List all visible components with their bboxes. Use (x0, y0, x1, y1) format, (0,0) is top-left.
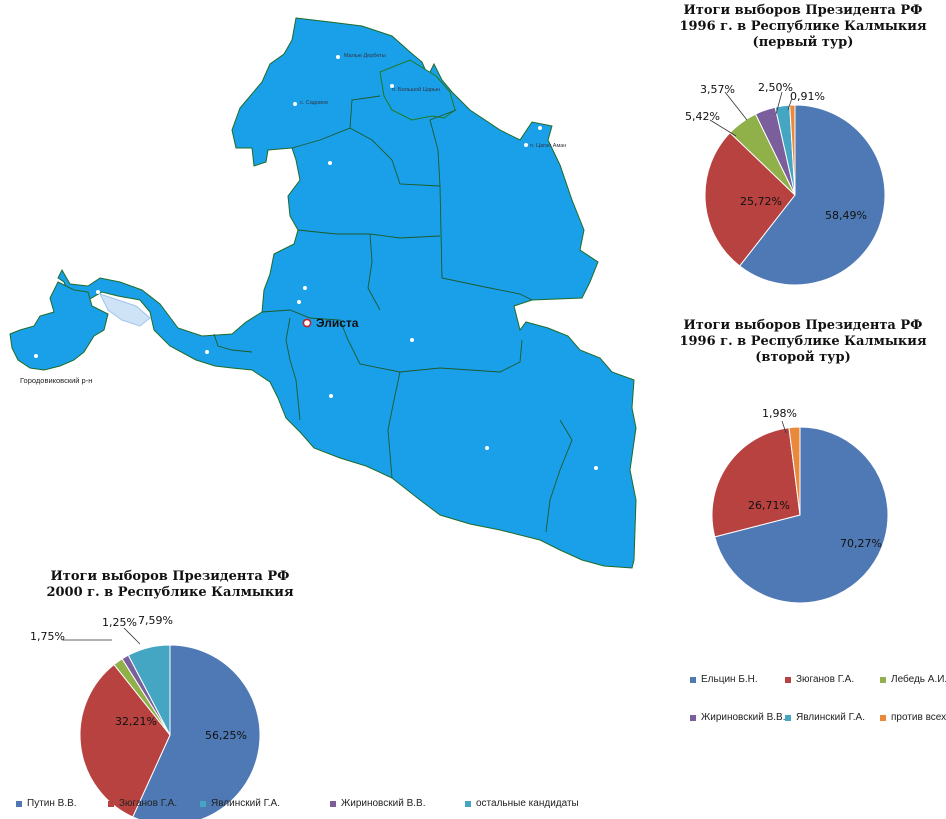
data-label-yavlinsky: 2,50% (758, 81, 793, 94)
legend-item-zyuganov: Зюганов Г.А. (785, 674, 854, 685)
city-marker-elista (302, 318, 312, 328)
pie-slice-zyuganov (711, 427, 801, 538)
map-west-territory (9, 281, 109, 371)
legend-item-zhirinovsky: Жириновский В.В. (690, 712, 785, 723)
legend-item-against-all: против всех (880, 712, 946, 723)
legend-swatch (200, 800, 206, 807)
data-label-zyuganov: 25,72% (740, 195, 782, 208)
legend-label: Лебедь А.И. (891, 674, 946, 685)
district-borders (213, 95, 573, 533)
legend-swatch (880, 714, 886, 721)
pie-slice-zyuganov (704, 132, 796, 267)
data-label-putin: 56,25% (205, 729, 247, 742)
leader-line-against-all (781, 420, 787, 434)
legend-item-other-candidates: остальные кандидаты (465, 798, 579, 809)
pie-slice-other-candidates (127, 644, 171, 736)
map-october-district (379, 59, 456, 121)
legend-item-putin: Путин В.В. (16, 798, 77, 809)
data-label-against-all: 1,98% (762, 407, 797, 420)
legend-2000: Путин В.В. Зюганов Г.А. Явлинский Г.А. Жири… (10, 796, 630, 816)
district-label-gorodovikovsky: Городовиковский р-н (20, 376, 92, 385)
data-label-yavlinsky: 1,75% (30, 630, 65, 643)
pie-slice-yeltsin (738, 104, 886, 286)
legend-item-lebed: Лебедь А.И. (880, 674, 946, 685)
district-label-malye-derbety: Малые Дербеты (344, 53, 386, 59)
chart-title-2000: Итоги выборов Президента РФ 2000 г. в Ре… (46, 569, 294, 600)
legend-label: Явлинский Г.А. (796, 712, 865, 723)
legend-item-yavlinsky: Явлинский Г.А. (200, 798, 280, 809)
pie-slices (711, 426, 889, 604)
pie-chart-1996-first: 58,49% 25,72% 5,42% 3,57% 2,50%0,91% (685, 81, 886, 286)
pie-chart-2000: 56,25% 32,21% 1,75% 1,25% 7,59% (30, 614, 261, 819)
legend-label: Путин В.В. (27, 798, 77, 809)
legend-label: Жириновский В.В. (701, 712, 786, 723)
legend-swatch (465, 800, 471, 807)
pie-slices (704, 104, 886, 286)
map-settlement-dots (34, 55, 598, 470)
pie-slices (79, 644, 261, 819)
legend-item-yavlinsky: Явлинский Г.А. (785, 712, 865, 723)
chart-title-1996-second: Итоги выборов Президента РФ 1996 г. в Ре… (679, 318, 927, 365)
legend-swatch (16, 800, 22, 807)
data-label-zyuganov: 26,71% (748, 499, 790, 512)
legend-1996: Ельцин Б.Н. Зюганов Г.А. Лебедь А.И. Жирино… (690, 664, 946, 754)
legend-label: Зюганов Г.А. (119, 798, 178, 809)
data-label-zyuganov: 32,21% (115, 715, 157, 728)
data-label-yeltsin: 70,27% (840, 537, 882, 550)
leader-line-yavlinsky (775, 91, 783, 115)
legend-swatch (690, 676, 696, 683)
legend-swatch (880, 676, 886, 683)
data-label-lebed: 5,42% (685, 110, 720, 123)
map-main-territory (57, 17, 637, 569)
pie-slice-yeltsin (714, 426, 889, 604)
legend-label: Явлинский Г.А. (211, 798, 280, 809)
legend-swatch (785, 676, 791, 683)
legend-label: Ельцин Б.Н. (701, 674, 758, 685)
pie-slice-putin (132, 644, 261, 819)
legend-item-yeltsin: Ельцин Б.Н. (690, 674, 758, 685)
legend-swatch (690, 714, 696, 721)
pie-slice-against-all (788, 426, 801, 516)
leader-line-lebed (709, 119, 737, 137)
map-labels: Элиста Городовиковский р-н Малые Дербеты… (20, 53, 566, 385)
data-label-against-all: 0,91% (790, 90, 825, 103)
legend-swatch (785, 714, 791, 721)
legend-item-zhirinovsky: Жириновский В.В. (330, 798, 425, 809)
legend-label: против всех (891, 712, 946, 723)
chart-title-1996-first: Итоги выборов Президента РФ 1996 г. в Ре… (679, 3, 927, 50)
data-label-other-candidates: 7,59% (138, 614, 173, 627)
leader-line-zhirinovsky (123, 627, 141, 645)
leader-line-zhirinovsky (724, 91, 748, 121)
legend-label: остальные кандидаты (476, 798, 579, 809)
map-regions (9, 17, 637, 569)
legend-item-zyuganov: Зюганов Г.А. (108, 798, 177, 809)
data-label-zhirinovsky: 1,25% (102, 616, 137, 629)
district-label-sadovoe: с. Садовое (300, 100, 328, 106)
pie-slice-zyuganov (79, 663, 171, 818)
city-label-elista: Элиста (316, 316, 359, 330)
legend-swatch (330, 800, 336, 807)
legend-label: Зюганов Г.А. (796, 674, 855, 685)
pie-chart-1996-second: 70,27% 26,71% 1,98% (711, 407, 889, 604)
data-label-zhirinovsky: 3,57% (700, 83, 735, 96)
district-label-bolshoy-tsaryn: п. Большой Царын (392, 86, 440, 93)
data-label-yeltsin: 58,49% (825, 209, 867, 222)
legend-label: Жириновский В.В. (341, 798, 426, 809)
leader-line-against-all (787, 97, 793, 111)
map-lake (99, 293, 151, 327)
district-label-tsagan-aman: п. Цаган Аман (530, 143, 566, 149)
legend-swatch (108, 800, 114, 807)
